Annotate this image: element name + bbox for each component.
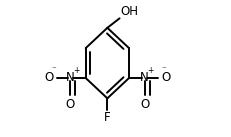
Text: ⁻: ⁻ (52, 65, 56, 74)
Text: +: + (73, 66, 79, 75)
Text: O: O (45, 71, 54, 84)
Text: N: N (140, 71, 149, 84)
Text: O: O (161, 71, 170, 84)
Text: OH: OH (120, 5, 138, 18)
Text: ⁻: ⁻ (162, 65, 166, 74)
Text: O: O (65, 98, 75, 111)
Text: +: + (148, 66, 154, 75)
Text: F: F (104, 111, 111, 124)
Text: N: N (66, 71, 74, 84)
Text: O: O (140, 98, 149, 111)
